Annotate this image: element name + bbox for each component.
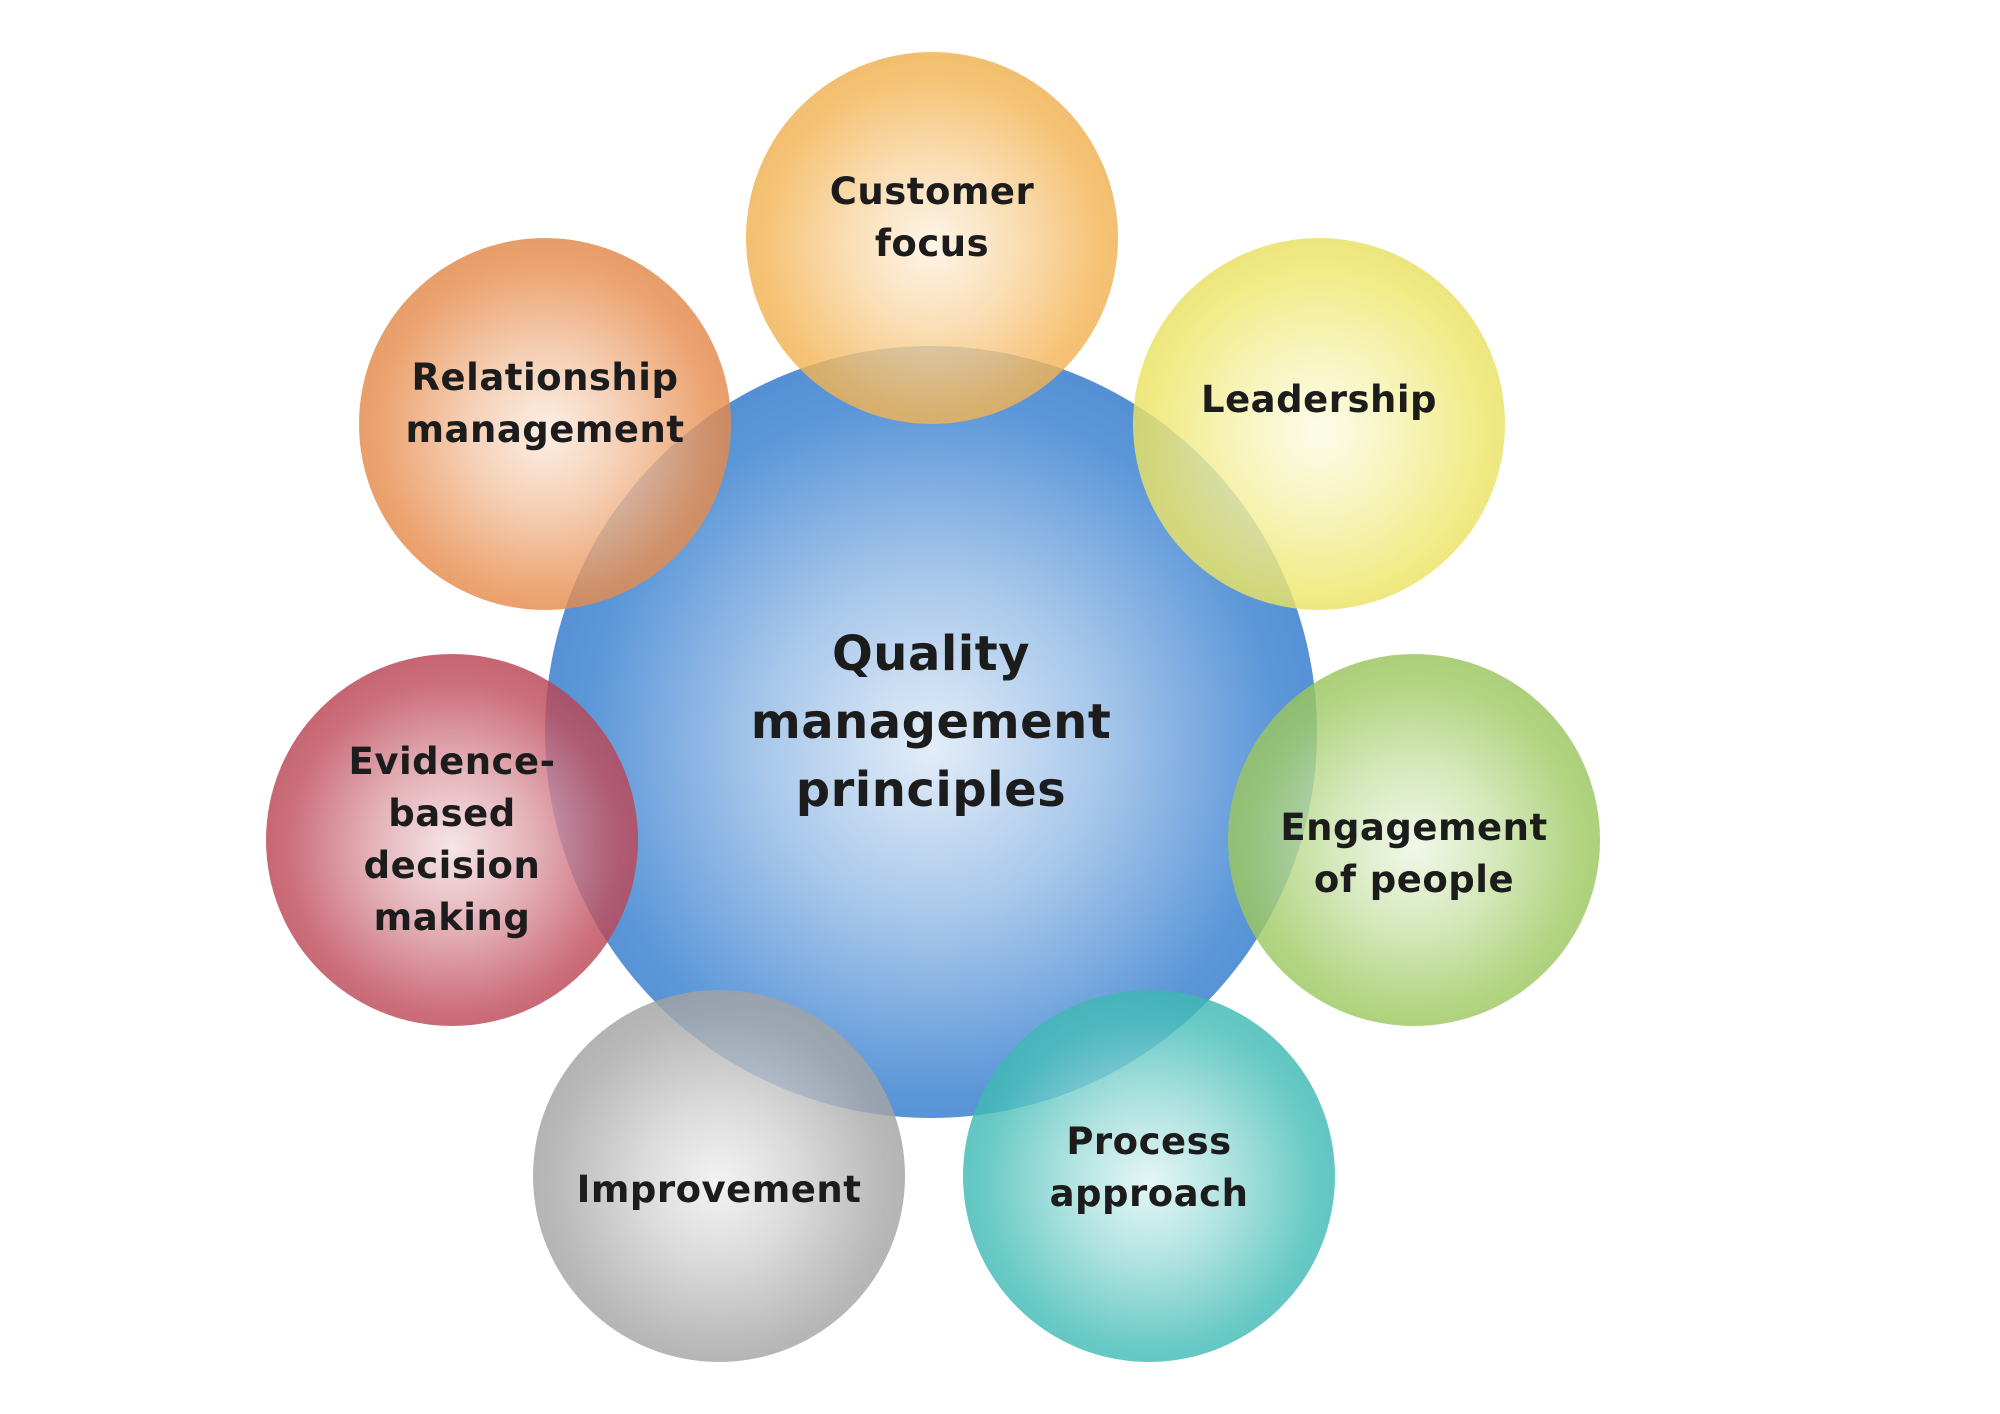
principle-leadership: Leadership bbox=[1133, 238, 1505, 610]
principle-label: Engagement of people bbox=[1280, 806, 1548, 901]
principle-process-approach: Process approach bbox=[963, 990, 1335, 1362]
principle-improvement: Improvement bbox=[533, 990, 905, 1362]
principle-evidence-based-decision-making: Evidence- based decision making bbox=[266, 654, 638, 1026]
principle-label: Process approach bbox=[1049, 1120, 1249, 1215]
principle-engagement-of-people: Engagement of people bbox=[1228, 654, 1600, 1026]
principle-label: Customer focus bbox=[829, 170, 1035, 265]
principle-relationship-management: Relationship management bbox=[359, 238, 731, 610]
principle-label: Leadership bbox=[1201, 378, 1437, 422]
principle-label: Evidence- based decision making bbox=[348, 740, 556, 939]
principle-label: Relationship management bbox=[405, 356, 685, 451]
principle-customer-focus: Customer focus bbox=[746, 52, 1118, 424]
center-label: Quality management principles bbox=[750, 625, 1112, 819]
principle-label: Improvement bbox=[576, 1168, 862, 1212]
